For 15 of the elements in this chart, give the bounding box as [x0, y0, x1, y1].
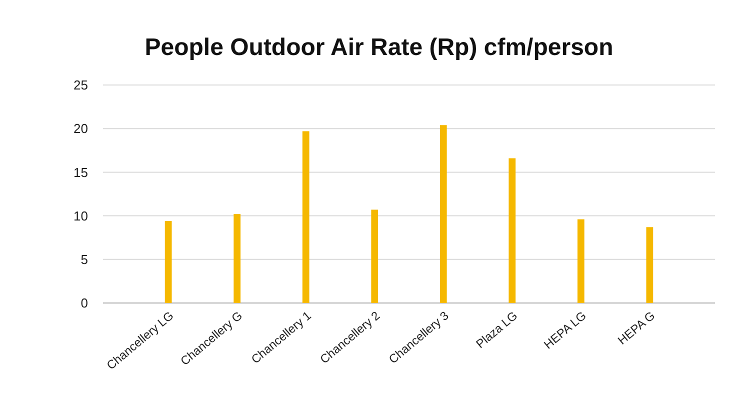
bar — [508, 158, 516, 303]
bar — [646, 227, 654, 303]
bar — [371, 210, 378, 303]
y-tick-label: 15 — [74, 164, 88, 180]
y-tick-label: 5 — [80, 252, 88, 267]
y-tick-label: 10 — [74, 208, 88, 224]
bar — [164, 221, 172, 303]
y-tick-label: 0 — [80, 296, 88, 311]
bar — [302, 131, 310, 303]
y-tick-label: 20 — [74, 121, 88, 136]
bar — [577, 219, 584, 303]
bar — [234, 214, 241, 303]
chart-title: People Outdoor Air Rate (Rp) cfm/person — [144, 34, 614, 61]
y-tick-label: 25 — [74, 78, 88, 93]
bar — [440, 125, 447, 303]
